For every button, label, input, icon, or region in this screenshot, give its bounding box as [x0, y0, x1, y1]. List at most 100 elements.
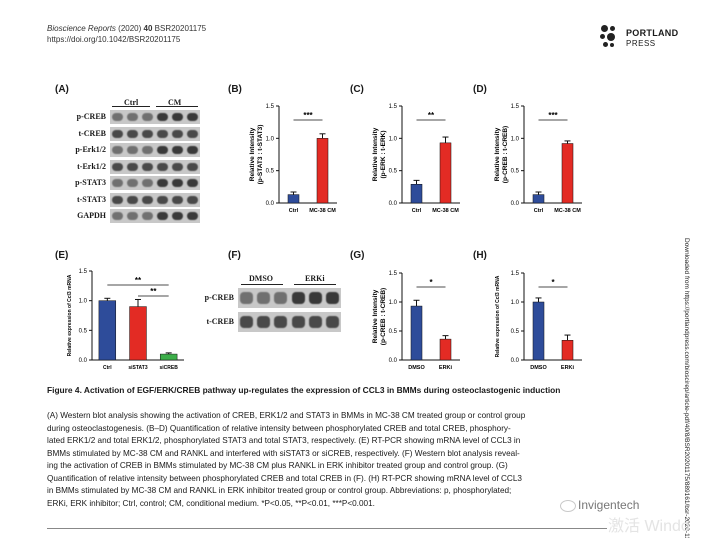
blot-band [142, 113, 153, 121]
blot-band [172, 195, 183, 204]
blot-a-group-ctrl: Ctrl [124, 98, 139, 107]
blot-band [157, 162, 168, 171]
blot-band [172, 129, 183, 138]
blot-band [112, 146, 123, 154]
y-tick-label: 0.0 [389, 358, 398, 364]
blot-band [142, 179, 153, 187]
blot-band [157, 179, 168, 187]
blot-band [142, 146, 153, 154]
significance-label: *** [548, 111, 558, 120]
blot-f-group-dmso: DMSO [249, 274, 273, 283]
bar [532, 194, 545, 204]
watermark-brand: Invigentech [578, 498, 640, 512]
blot-band [187, 146, 198, 154]
blot-band [187, 179, 198, 187]
blot-band [325, 316, 339, 328]
y-tick-label: 0.5 [511, 169, 520, 175]
bar [410, 183, 423, 204]
blot-row [110, 176, 200, 190]
y-axis-label: Relative Intensity [372, 289, 379, 343]
blot-row [110, 110, 200, 124]
blot-row [238, 288, 341, 308]
x-tick-label: Ctrl [103, 365, 112, 371]
blot-band [142, 129, 153, 138]
panel-label-c: (C) [350, 84, 364, 95]
bar [439, 338, 452, 361]
western-blot-a [110, 110, 200, 226]
chart-e: Relative expression of Ccl3 mRNA 0.0 0.5 1.… [67, 269, 184, 371]
blot-row-label: t-Erk1/2 [77, 161, 106, 171]
journal-name: Bioscience Reports [47, 24, 116, 33]
western-blot-f-labels: p-CREB t-CREB [196, 288, 234, 332]
journal-year: (2020) [118, 24, 142, 33]
blot-row-label: p-CREB [76, 112, 106, 121]
chart-g: Relative Intensity (p-CREB : t-CREB) 0.0 0.… [372, 271, 460, 371]
bar [129, 306, 147, 361]
blot-band [142, 195, 153, 204]
y-tick-label: 0.0 [511, 201, 520, 207]
caption-line: ERKi, ERK inhibitor; Ctrl, control; CM, … [47, 498, 375, 508]
bar [316, 138, 329, 204]
y-axis-label: (p-ERK : t-ERK) [380, 130, 387, 178]
y-axis-label: Relative expression of Ccl3 mRNA [495, 275, 501, 357]
blot-f-group-erki: ERKi [305, 274, 325, 283]
blot-band [325, 292, 339, 304]
significance-label: ** [150, 287, 157, 296]
blot-band [291, 292, 305, 304]
caption-line: ing the activation of CREB in BMMs stimu… [47, 461, 508, 470]
y-tick-label: 1.5 [511, 104, 520, 110]
blot-row-label: p-CREB [204, 293, 234, 302]
blot-band [127, 129, 138, 138]
blot-band [240, 316, 254, 328]
blot-band [142, 212, 153, 220]
x-tick-label: Ctrl [412, 208, 422, 214]
bar [98, 300, 117, 361]
blot-row-label: p-STAT3 [75, 178, 106, 187]
blot-band [127, 146, 138, 154]
bar [532, 301, 545, 361]
blot-band [172, 146, 183, 154]
y-tick-label: 1.5 [389, 104, 398, 110]
x-tick-label: MC-38 CM [432, 208, 459, 214]
blot-band [187, 212, 198, 220]
blot-row-label: t-CREB [78, 128, 106, 138]
caption-line: (A) Western blot analysis showing the ac… [47, 411, 526, 420]
chart-h: Relative expression of Ccl3 mRNA 0.0 0.5 1.… [495, 271, 582, 371]
wechat-icon [560, 500, 576, 512]
blot-row [110, 209, 200, 223]
blot-row-label: t-STAT3 [76, 194, 106, 204]
blot-band [112, 113, 123, 121]
blot-band [187, 129, 198, 138]
download-notice: Downloaded from https://portlandpress.co… [683, 238, 690, 538]
significance-label: ** [135, 276, 142, 285]
watermark-activate: 激活 Windo [608, 518, 690, 535]
y-tick-label: 1.0 [79, 299, 88, 305]
caption-line: in BMMs stimulated by MC-38 CM and RANKL… [47, 486, 512, 495]
y-tick-label: 1.0 [511, 300, 520, 306]
figure-caption-title: Figure 4. Activation of EGF/ERK/CREB pat… [47, 385, 561, 395]
footer-rule [47, 528, 607, 529]
western-blot-a-labels: p-CREB t-CREB p-Erk1/2 t-Erk1/2 p-STAT3 t-STA… [40, 110, 106, 226]
y-axis-label: (p-CREB : t-CREB) [502, 126, 509, 183]
panel-label-a: (A) [55, 84, 69, 95]
blot-band [157, 146, 168, 154]
blot-band [172, 179, 183, 187]
y-tick-label: 1.0 [266, 136, 275, 142]
y-axis-label: Relative Intensity [249, 127, 256, 181]
bar [561, 340, 574, 361]
y-tick-label: 0.0 [389, 201, 398, 207]
blot-band [157, 195, 168, 204]
y-axis-label: (p-STAT3 : t-STAT3) [257, 125, 264, 185]
logo-line2: PRESS [626, 39, 656, 48]
doi-link[interactable]: https://doi.org/10.1042/BSR20201175 [47, 35, 181, 44]
blot-band [127, 162, 138, 171]
y-axis-label: Relative Intensity [372, 127, 379, 181]
caption-line: during osteoclastogenesis. (B–D) Quantif… [47, 423, 511, 433]
y-tick-label: 1.5 [266, 104, 275, 110]
caption-line: BMMs stimulated by MC-38 CM and RANKL an… [47, 448, 520, 458]
blot-band [240, 292, 254, 304]
blot-band [172, 212, 183, 220]
blot-band [112, 179, 123, 187]
caption-line: lated ERK1/2 and total ERK1/2, phosphory… [47, 436, 521, 445]
blot-a-cm-bar [156, 106, 198, 107]
